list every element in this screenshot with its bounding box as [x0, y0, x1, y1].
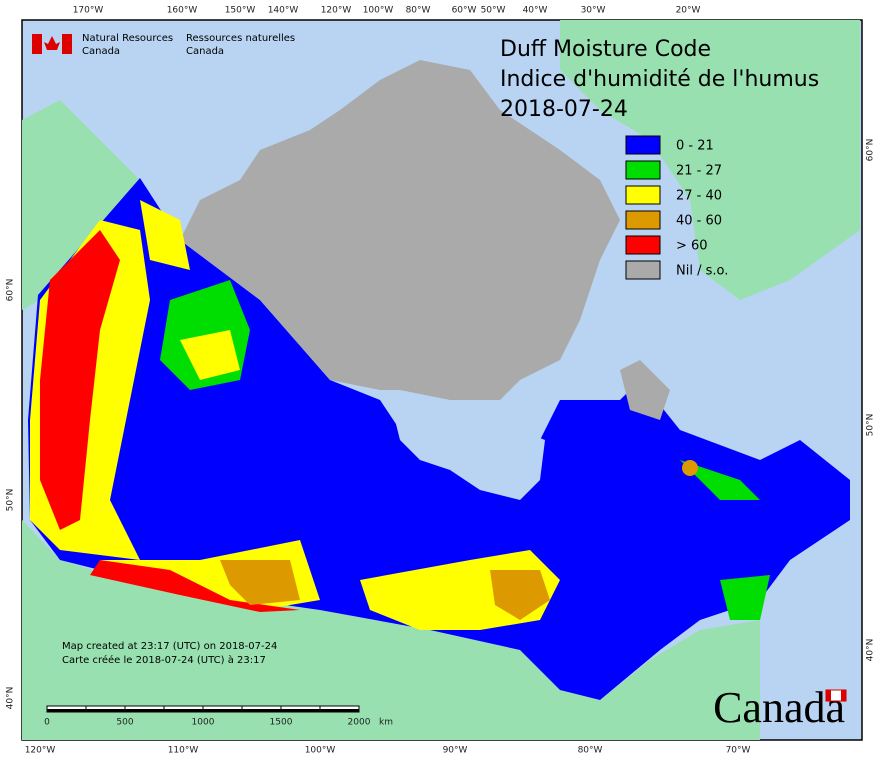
hudson-bay: [390, 400, 545, 500]
lon-label: 50°W: [481, 6, 506, 16]
scale-segment: [47, 709, 359, 712]
lon-label: 160°W: [167, 6, 198, 16]
scale-label: 1000: [192, 718, 215, 728]
legend-label: 21 - 27: [676, 164, 722, 179]
legend: 0 - 21 21 - 27 27 - 40 40 - 60 > 60 Nil / s.o…: [625, 135, 728, 280]
lon-label: 60°W: [452, 6, 477, 16]
arctic: [180, 60, 620, 400]
graticule: 170°W 160°W 150°W 140°W 120°W 100°W 80°W 60°W 50…: [6, 6, 876, 756]
scale-bar: 0 500 1000 1500 2000 km: [44, 705, 393, 728]
zone: [40, 230, 120, 530]
lon-label: 140°W: [268, 6, 299, 16]
lon-label: 110°W: [168, 746, 199, 756]
lon-label: 30°W: [581, 6, 606, 16]
greenland: [560, 20, 860, 300]
zone: [682, 460, 698, 476]
title: Indice d'humidité de l'humus: [500, 67, 819, 92]
credit: Map created at 23:17 (UTC) on 2018-07-24: [62, 641, 277, 652]
flag: [62, 34, 72, 54]
wordmark-flag: [826, 690, 831, 701]
lon-label: 90°W: [443, 746, 468, 756]
lat-label: 60°N: [6, 279, 16, 302]
wordmark-flag: [841, 690, 846, 701]
zone: [490, 570, 550, 620]
lon-label: 80°W: [578, 746, 603, 756]
legend-label: Nil / s.o.: [676, 264, 728, 279]
scale-label: 1500: [270, 718, 293, 728]
lon-label: 170°W: [73, 6, 104, 16]
date: 2018-07-24: [500, 97, 628, 122]
zone: [680, 460, 760, 500]
lat-label: 60°N: [866, 139, 876, 162]
lon-label: 120°W: [321, 6, 352, 16]
scale-unit: km: [379, 718, 393, 728]
agency: Canada: [82, 46, 120, 57]
flag: [32, 34, 42, 54]
agency: Ressources naturelles: [186, 33, 295, 44]
zone: [90, 560, 300, 612]
legend-label: 40 - 60: [676, 214, 722, 229]
lat-label: 40°N: [6, 687, 16, 710]
legend-label: 0 - 21: [676, 139, 714, 154]
legend-label: 27 - 40: [676, 189, 722, 204]
lon-label: 70°W: [726, 746, 751, 756]
scale-label: 0: [44, 718, 50, 728]
agency: Natural Resources: [82, 33, 173, 44]
lon-label: 150°W: [225, 6, 256, 16]
alaska: [22, 100, 140, 310]
legend-swatch: [625, 235, 661, 255]
legend-swatch: [625, 210, 661, 230]
lon-label: 80°W: [406, 6, 431, 16]
credit: Carte créée le 2018-07-24 (UTC) à 23:17: [62, 654, 266, 666]
scale-label: 2000: [348, 718, 371, 728]
arctic: [620, 360, 670, 420]
lat-label: 40°N: [866, 639, 876, 662]
agency: Canada: [186, 46, 224, 57]
zone: [140, 200, 190, 270]
lat-label: 50°N: [866, 414, 876, 437]
legend-swatch: [625, 185, 661, 205]
zone: [220, 560, 300, 605]
lat-label: 50°N: [6, 489, 16, 512]
zone: [720, 575, 770, 620]
legend-swatch: [625, 160, 661, 180]
scale-label: 500: [116, 718, 133, 728]
legend-swatch: [625, 260, 661, 280]
lon-label: 40°W: [523, 6, 548, 16]
flag: [44, 36, 60, 50]
legend-swatch: [625, 135, 661, 155]
usa: [22, 520, 760, 740]
title: Duff Moisture Code: [500, 37, 711, 62]
lon-label: 20°W: [676, 6, 701, 16]
legend-label: > 60: [676, 239, 708, 254]
wordmark: Canada: [713, 683, 845, 732]
lon-label: 100°W: [305, 746, 336, 756]
lon-label: 100°W: [363, 6, 394, 16]
lon-label: 120°W: [25, 746, 56, 756]
zone: [180, 330, 240, 380]
